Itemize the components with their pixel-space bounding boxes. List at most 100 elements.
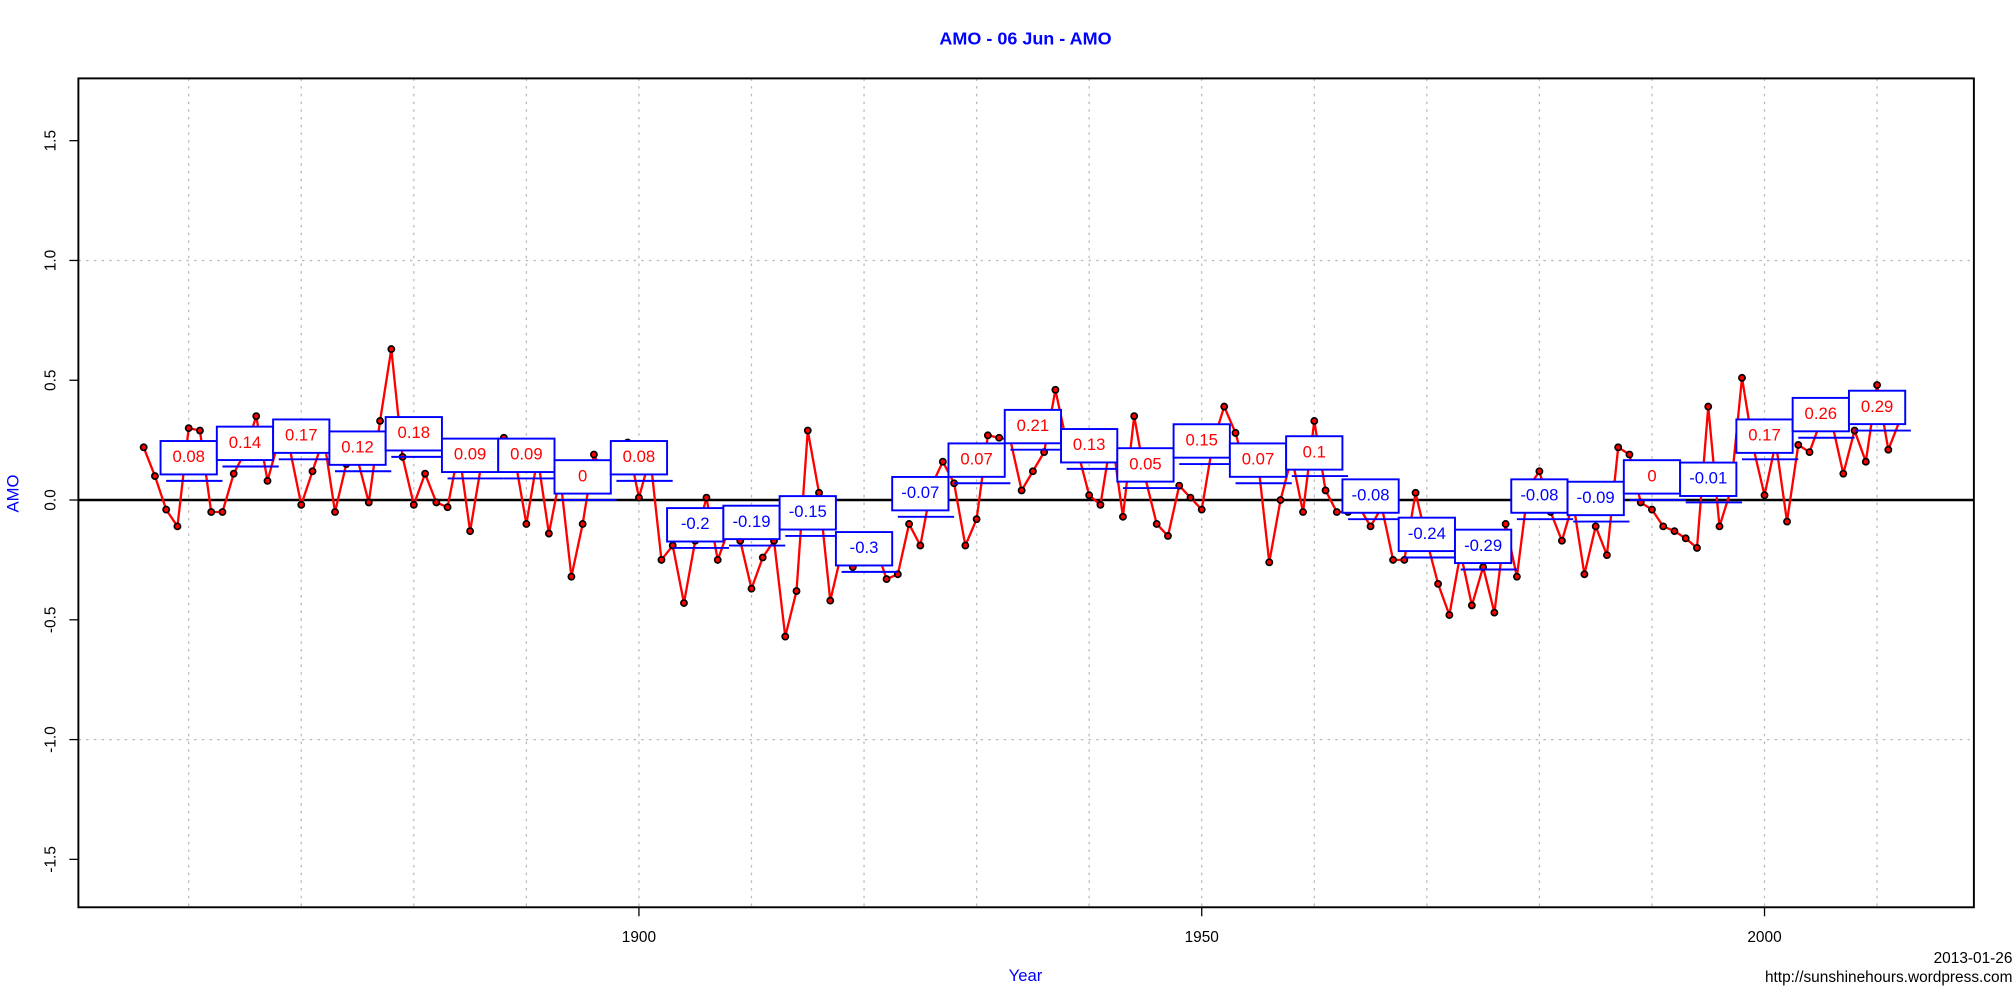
label-box xyxy=(328,430,387,466)
data-point xyxy=(680,599,688,607)
period-mean-label: 0 xyxy=(578,466,587,485)
data-point xyxy=(184,424,193,433)
data-point xyxy=(1130,412,1139,421)
data-point xyxy=(1659,522,1668,531)
data-point xyxy=(207,508,216,516)
data-point xyxy=(578,520,587,528)
data-point xyxy=(1164,532,1172,540)
data-point xyxy=(1017,486,1026,495)
data-point xyxy=(1490,608,1499,617)
data-point xyxy=(1557,536,1566,545)
data-point xyxy=(173,522,182,531)
label-box xyxy=(553,459,612,495)
data-point xyxy=(995,433,1004,442)
period-mean-label: -0.15 xyxy=(789,502,827,521)
data-point xyxy=(308,467,317,476)
label-box xyxy=(1679,461,1738,497)
period-mean-label: 0.26 xyxy=(1805,404,1837,423)
data-point xyxy=(916,541,925,550)
label-box xyxy=(1735,418,1794,454)
data-point xyxy=(1805,448,1814,457)
data-point xyxy=(376,417,384,425)
label-box xyxy=(1566,480,1625,517)
label-box xyxy=(947,442,1006,478)
date-note: 2013-01-26 xyxy=(1934,950,2013,967)
data-point xyxy=(938,457,947,466)
data-point xyxy=(1512,572,1521,581)
data-point xyxy=(421,469,429,478)
data-point xyxy=(589,450,598,459)
data-point xyxy=(1321,486,1330,495)
data-point xyxy=(409,500,418,509)
data-point xyxy=(1051,385,1060,394)
data-point xyxy=(218,508,227,516)
data-point xyxy=(297,500,306,509)
label-box xyxy=(1116,447,1175,483)
period-mean-label: 0.1 xyxy=(1303,442,1326,461)
data-point xyxy=(758,553,767,562)
period-mean-label: -0.09 xyxy=(1577,488,1615,507)
label-box xyxy=(1791,396,1850,433)
y-tick-label: -0.5 xyxy=(42,607,59,634)
period-mean-label: -0.19 xyxy=(732,512,770,531)
period-mean-label: 0 xyxy=(1647,466,1656,485)
data-point xyxy=(1310,417,1319,425)
data-point xyxy=(803,426,812,435)
data-point xyxy=(792,587,801,595)
period-mean-label: 0.29 xyxy=(1861,397,1893,416)
data-point xyxy=(544,529,553,538)
data-point xyxy=(139,443,148,452)
data-point xyxy=(1152,520,1161,528)
data-point xyxy=(882,575,891,583)
data-point xyxy=(1299,508,1307,516)
label-box xyxy=(1003,408,1062,445)
data-point xyxy=(1085,491,1094,500)
data-point xyxy=(1625,450,1634,459)
label-box xyxy=(1847,389,1907,426)
data-point xyxy=(162,505,171,514)
y-tick-label: 0.5 xyxy=(42,370,59,391)
data-point xyxy=(657,555,666,564)
label-box xyxy=(834,531,894,567)
y-tick-label: 0.0 xyxy=(42,489,59,510)
period-mean-label: 0.14 xyxy=(229,433,261,452)
label-box xyxy=(891,475,950,512)
period-mean-label: 0.07 xyxy=(1242,450,1274,469)
data-point xyxy=(364,498,373,507)
data-point xyxy=(961,541,970,550)
data-point xyxy=(387,345,396,354)
data-point xyxy=(747,584,756,593)
period-mean-label: 0.09 xyxy=(454,445,486,464)
y-tick-label: 1.5 xyxy=(42,130,59,151)
data-point xyxy=(1693,544,1701,552)
period-mean-label: -0.07 xyxy=(901,483,939,502)
data-point xyxy=(1434,579,1443,588)
source: http://sunshinehours.wordpress.com xyxy=(1765,969,2012,986)
label-box xyxy=(1510,478,1569,514)
period-mean-label: 0.15 xyxy=(1185,430,1217,449)
chart-title: AMO - 06 Jun - AMO xyxy=(939,29,1111,49)
data-point xyxy=(1614,443,1623,452)
data-point xyxy=(1411,488,1420,497)
data-point xyxy=(1186,493,1195,502)
data-point xyxy=(905,520,913,528)
data-point xyxy=(1096,500,1105,509)
data-point xyxy=(151,472,159,480)
data-point xyxy=(1591,522,1600,531)
label-box xyxy=(384,416,443,452)
data-point xyxy=(1028,467,1037,476)
data-point xyxy=(1873,381,1881,389)
data-point xyxy=(1794,441,1803,449)
data-point xyxy=(1783,517,1791,526)
label-box xyxy=(1060,428,1119,464)
data-point xyxy=(815,488,823,497)
data-point xyxy=(1839,469,1848,478)
data-point xyxy=(1231,429,1240,437)
period-mean-label: 0.17 xyxy=(285,426,317,445)
period-mean-label: 0.17 xyxy=(1748,426,1780,445)
label-box xyxy=(609,440,669,476)
data-point xyxy=(1681,534,1690,543)
period-mean-label: 0.08 xyxy=(172,447,204,466)
data-point xyxy=(635,493,643,502)
